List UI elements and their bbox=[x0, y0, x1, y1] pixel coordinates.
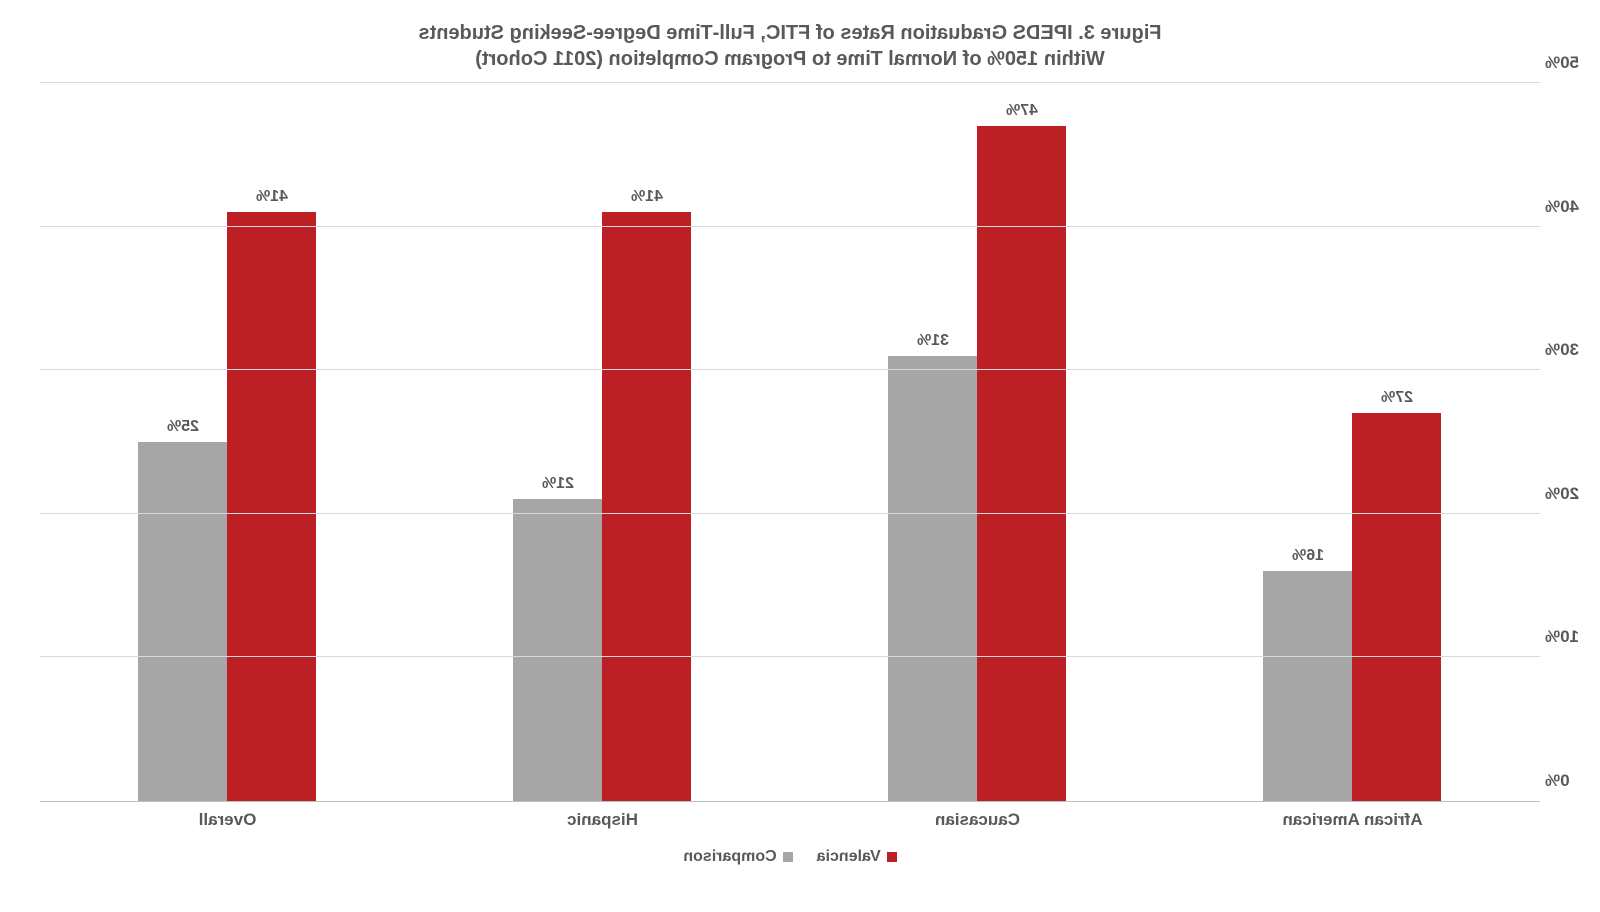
chart-container: Figure 3. IPEDS Graduation Rates of FTIC… bbox=[0, 0, 1600, 912]
bar-data-label: 21% bbox=[542, 475, 574, 493]
legend-item-comparison: Comparison bbox=[683, 848, 792, 866]
bar-comparison: 25% bbox=[139, 442, 228, 801]
x-axis-label: Overall bbox=[40, 810, 415, 830]
y-tick-label: 10% bbox=[1545, 627, 1590, 647]
bar-valencia: 41% bbox=[228, 212, 317, 801]
bar-data-label: 25% bbox=[167, 418, 199, 436]
legend: Valencia Comparison bbox=[40, 848, 1540, 866]
bar-wrap: 25% bbox=[139, 83, 228, 801]
gridline bbox=[40, 226, 1540, 227]
x-axis-labels: African AmericanCaucasianHispanicOverall bbox=[40, 810, 1540, 830]
bar-data-label: 41% bbox=[256, 188, 288, 206]
bar-comparison: 21% bbox=[514, 499, 603, 801]
bar-data-label: 31% bbox=[917, 332, 949, 350]
bar-comparison: 31% bbox=[889, 356, 978, 801]
bar-comparison: 16% bbox=[1264, 571, 1353, 801]
bar-group: 41%21% bbox=[415, 83, 790, 801]
bar-group: 27%16% bbox=[1165, 83, 1540, 801]
chart-title: Figure 3. IPEDS Graduation Rates of FTIC… bbox=[40, 20, 1540, 72]
bar-valencia: 27% bbox=[1353, 413, 1442, 801]
y-tick-label: 30% bbox=[1545, 340, 1590, 360]
gridline bbox=[40, 656, 1540, 657]
bar-data-label: 16% bbox=[1292, 547, 1324, 565]
bar-wrap: 41% bbox=[228, 83, 317, 801]
x-axis-label: Hispanic bbox=[415, 810, 790, 830]
y-tick-label: 0% bbox=[1545, 771, 1590, 791]
bar-wrap: 27% bbox=[1353, 83, 1442, 801]
bar-data-label: 41% bbox=[631, 188, 663, 206]
bar-wrap: 16% bbox=[1264, 83, 1353, 801]
bar-groups: 27%16%47%31%41%21%41%25% bbox=[40, 83, 1540, 801]
bar-wrap: 41% bbox=[603, 83, 692, 801]
legend-swatch-comparison bbox=[783, 852, 793, 862]
chart-title-line2: Within 150% of Normal Time to Program Co… bbox=[40, 46, 1540, 72]
legend-label: Comparison bbox=[683, 848, 776, 866]
bar-wrap: 31% bbox=[889, 83, 978, 801]
legend-item-valencia: Valencia bbox=[817, 848, 897, 866]
bar-group: 47%31% bbox=[790, 83, 1165, 801]
bar-data-label: 27% bbox=[1381, 389, 1413, 407]
legend-swatch-valencia bbox=[887, 852, 897, 862]
plot-area: 27%16%47%31%41%21%41%25% 0%10%20%30%40%5… bbox=[40, 82, 1540, 802]
y-tick-label: 20% bbox=[1545, 484, 1590, 504]
x-axis-label: Caucasian bbox=[790, 810, 1165, 830]
gridline bbox=[40, 369, 1540, 370]
bar-wrap: 21% bbox=[514, 83, 603, 801]
y-tick-label: 50% bbox=[1545, 53, 1590, 73]
x-axis-label: African American bbox=[1165, 810, 1540, 830]
chart-title-line1: Figure 3. IPEDS Graduation Rates of FTIC… bbox=[40, 20, 1540, 46]
bar-valencia: 47% bbox=[978, 126, 1067, 801]
bar-valencia: 41% bbox=[603, 212, 692, 801]
bar-wrap: 47% bbox=[978, 83, 1067, 801]
gridline bbox=[40, 513, 1540, 514]
y-tick-label: 40% bbox=[1545, 197, 1590, 217]
bar-data-label: 47% bbox=[1006, 102, 1038, 120]
bar-group: 41%25% bbox=[40, 83, 415, 801]
legend-label: Valencia bbox=[817, 848, 881, 866]
